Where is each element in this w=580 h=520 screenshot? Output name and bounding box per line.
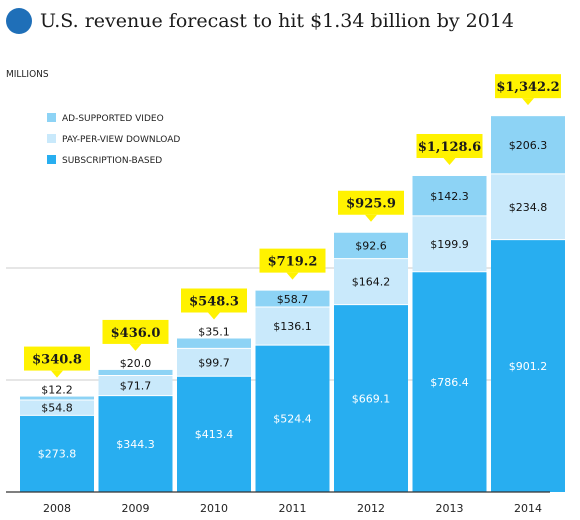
title-bullet-dot: [6, 8, 32, 34]
x-tick-2009: 2009: [122, 502, 150, 515]
legend-swatch-ad-supported-video: [47, 113, 56, 122]
total-value-2010: $548.3: [189, 295, 239, 310]
total-callout-box-2013: [416, 133, 483, 158]
label-subscription-2009: $344.3: [116, 438, 155, 451]
label-subscription-2010: $413.4: [195, 428, 234, 441]
label-ad-supported-2010: $35.1: [198, 326, 230, 339]
total-value-2012: $925.9: [346, 197, 396, 212]
label-ad-supported-2008: $12.2: [41, 384, 73, 397]
bar-ad-supported-2013: [412, 175, 487, 216]
label-ad-supported-2011: $58.7: [277, 293, 309, 306]
label-subscription-2014: $901.2: [509, 360, 548, 373]
bar-subscription-2010: [177, 376, 251, 492]
chart-title: U.S. revenue forecast to hit $1.34 billi…: [40, 10, 514, 32]
label-pay-per-view-2013: $199.9: [430, 238, 469, 251]
label-pay-per-view-2008: $54.8: [41, 402, 73, 415]
y-units-label: MILLIONS: [6, 69, 49, 80]
total-callout-box-2008: [24, 346, 90, 371]
legend-swatch-pay-per-view-download: [47, 134, 56, 143]
total-value-2011: $719.2: [268, 255, 318, 270]
bar-subscription-2013: [412, 271, 487, 492]
bar-subscription-2009: [98, 395, 173, 492]
x-tick-2013: 2013: [436, 502, 464, 515]
total-callout-box-2014: [495, 74, 561, 99]
total-callout-pointer-2014: [522, 98, 534, 106]
bar-pay-per-view-2014: [491, 173, 565, 240]
total-value-2009: $436.0: [111, 326, 161, 341]
bar-pay-per-view-2011: [255, 307, 330, 346]
total-callout-pointer-2013: [443, 157, 456, 165]
bar-pay-per-view-2012: [334, 258, 408, 305]
bar-ad-supported-2014: [491, 116, 565, 174]
label-pay-per-view-2009: $71.7: [120, 380, 152, 393]
label-ad-supported-2012: $92.6: [355, 240, 387, 253]
bar-pay-per-view-2013: [412, 215, 487, 272]
label-subscription-2008: $273.8: [38, 448, 77, 461]
legend-label-ad-supported-video: AD-SUPPORTED VIDEO: [62, 114, 164, 124]
bar-subscription-2014: [491, 239, 565, 492]
legend-label-subscription-based: SUBSCRIPTION-BASED: [62, 156, 162, 166]
legend-label-pay-per-view-download: PAY-PER-VIEW DOWNLOAD: [62, 135, 180, 145]
chart-title-row: U.S. revenue forecast to hit $1.34 billi…: [6, 4, 514, 38]
bar-subscription-2012: [334, 304, 408, 492]
total-callout-box-2010: [181, 288, 247, 313]
total-callout-box-2011: [259, 248, 326, 273]
total-callout-box-2009: [102, 319, 169, 344]
label-ad-supported-2014: $206.3: [509, 139, 548, 152]
total-callout-pointer-2009: [129, 343, 142, 351]
label-pay-per-view-2011: $136.1: [273, 320, 312, 333]
legend-swatch-subscription-based: [47, 155, 56, 164]
x-tick-2014: 2014: [514, 502, 542, 515]
bar-ad-supported-2012: [334, 232, 408, 259]
bar-pay-per-view-2010: [177, 348, 251, 377]
label-subscription-2011: $524.4: [273, 413, 312, 426]
bar-ad-supported-2010: [177, 338, 251, 349]
total-callout-pointer-2011: [286, 272, 299, 280]
bar-ad-supported-2009: [98, 369, 173, 376]
total-callout-pointer-2008: [51, 370, 63, 378]
bar-subscription-2008: [20, 415, 94, 492]
bar-ad-supported-2011: [255, 290, 330, 308]
label-pay-per-view-2012: $164.2: [352, 276, 391, 289]
total-value-2013: $1,128.6: [418, 140, 481, 155]
label-subscription-2012: $669.1: [352, 392, 391, 405]
total-value-2008: $340.8: [32, 353, 82, 368]
x-tick-2012: 2012: [357, 502, 385, 515]
label-pay-per-view-2014: $234.8: [509, 201, 548, 214]
label-subscription-2013: $786.4: [430, 376, 469, 389]
bar-pay-per-view-2008: [20, 399, 94, 416]
label-pay-per-view-2010: $99.7: [198, 356, 230, 369]
label-ad-supported-2013: $142.3: [430, 190, 469, 203]
total-value-2014: $1,342.2: [496, 80, 559, 95]
bar-pay-per-view-2009: [98, 375, 173, 396]
label-ad-supported-2009: $20.0: [120, 357, 152, 370]
x-tick-2011: 2011: [279, 502, 307, 515]
x-tick-2010: 2010: [200, 502, 228, 515]
total-callout-pointer-2010: [208, 312, 220, 320]
total-callout-box-2012: [338, 190, 404, 215]
x-tick-2008: 2008: [43, 502, 71, 515]
total-callout-pointer-2012: [365, 214, 377, 222]
bar-ad-supported-2008: [20, 396, 94, 400]
bar-subscription-2011: [255, 345, 330, 492]
